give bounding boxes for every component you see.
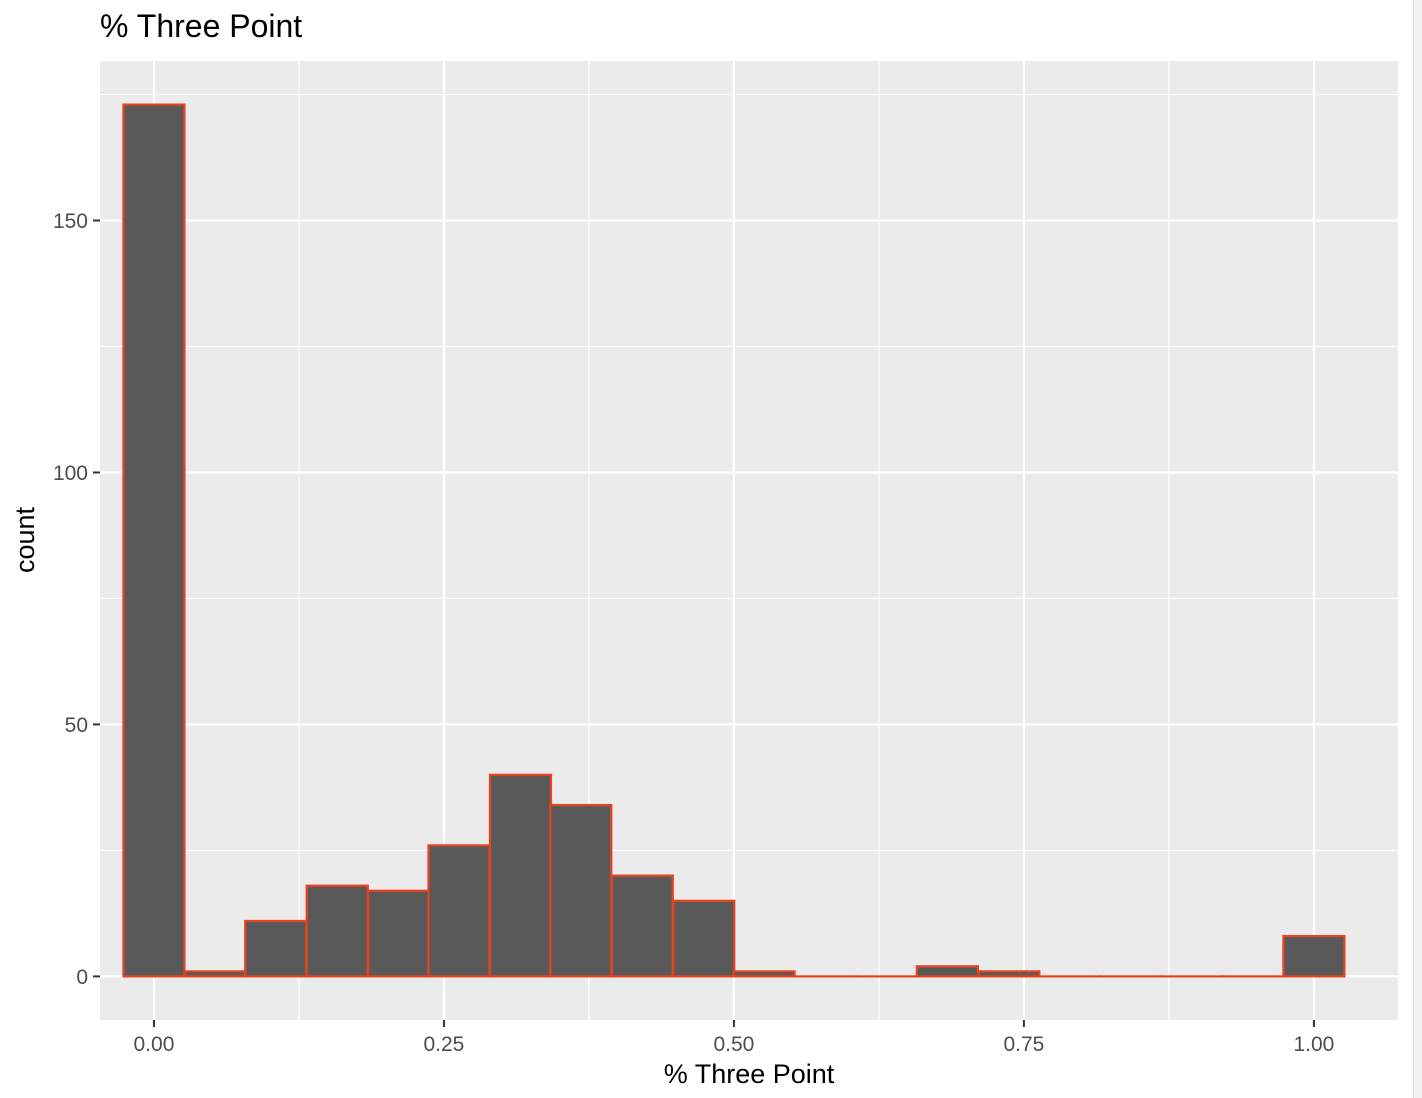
histogram-bar [488, 773, 553, 978]
histogram-bar [367, 889, 431, 978]
histogram-bar [977, 970, 1041, 978]
histogram-bar [1282, 934, 1346, 978]
x-axis-title: % Three Point [664, 1059, 835, 1089]
histogram-bar [610, 874, 674, 978]
axes: 0.00 0.25 0.50 0.75 1.00 0 50 100 150 [53, 210, 1334, 1056]
histogram-bar [549, 803, 613, 978]
x-tick-label: 1.00 [1293, 1033, 1334, 1056]
x-tick-label: 0.25 [423, 1033, 464, 1056]
y-tick-label: 100 [53, 462, 88, 485]
y-tick-label: 0 [76, 966, 88, 989]
histogram-bars [122, 103, 1346, 978]
histogram-bar [915, 965, 979, 978]
histogram-bar [427, 844, 491, 978]
y-tick-label: 50 [65, 714, 88, 737]
histogram-bar [732, 970, 796, 978]
window-edge [1413, 0, 1422, 1098]
histogram-bar [305, 884, 369, 978]
y-axis-title: count [10, 506, 40, 573]
plot-panel [100, 61, 1398, 1020]
histogram-bar [183, 970, 248, 978]
y-tick-label: 150 [53, 210, 88, 233]
x-tick-label: 0.00 [134, 1033, 175, 1056]
chart-title: % Three Point [100, 8, 302, 44]
x-tick-label: 0.75 [1003, 1033, 1044, 1056]
histogram-bar [122, 103, 186, 978]
histogram-bar [672, 899, 736, 978]
histogram-bar [244, 919, 308, 978]
x-tick-label: 0.50 [713, 1033, 754, 1056]
